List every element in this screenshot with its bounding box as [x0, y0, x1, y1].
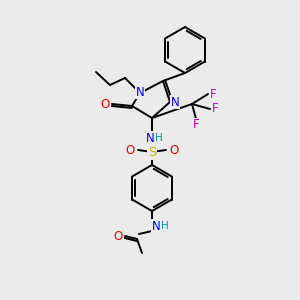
- Text: O: O: [125, 143, 135, 157]
- Text: H: H: [161, 221, 169, 231]
- Text: F: F: [212, 103, 218, 116]
- Text: N: N: [152, 220, 160, 232]
- Text: H: H: [155, 133, 163, 143]
- Text: S: S: [148, 146, 156, 158]
- Text: N: N: [136, 85, 144, 98]
- Text: F: F: [210, 88, 216, 100]
- Text: O: O: [100, 98, 109, 110]
- Text: O: O: [169, 143, 178, 157]
- Text: N: N: [171, 95, 179, 109]
- Text: N: N: [146, 131, 154, 145]
- Text: O: O: [113, 230, 123, 242]
- Text: F: F: [193, 118, 199, 131]
